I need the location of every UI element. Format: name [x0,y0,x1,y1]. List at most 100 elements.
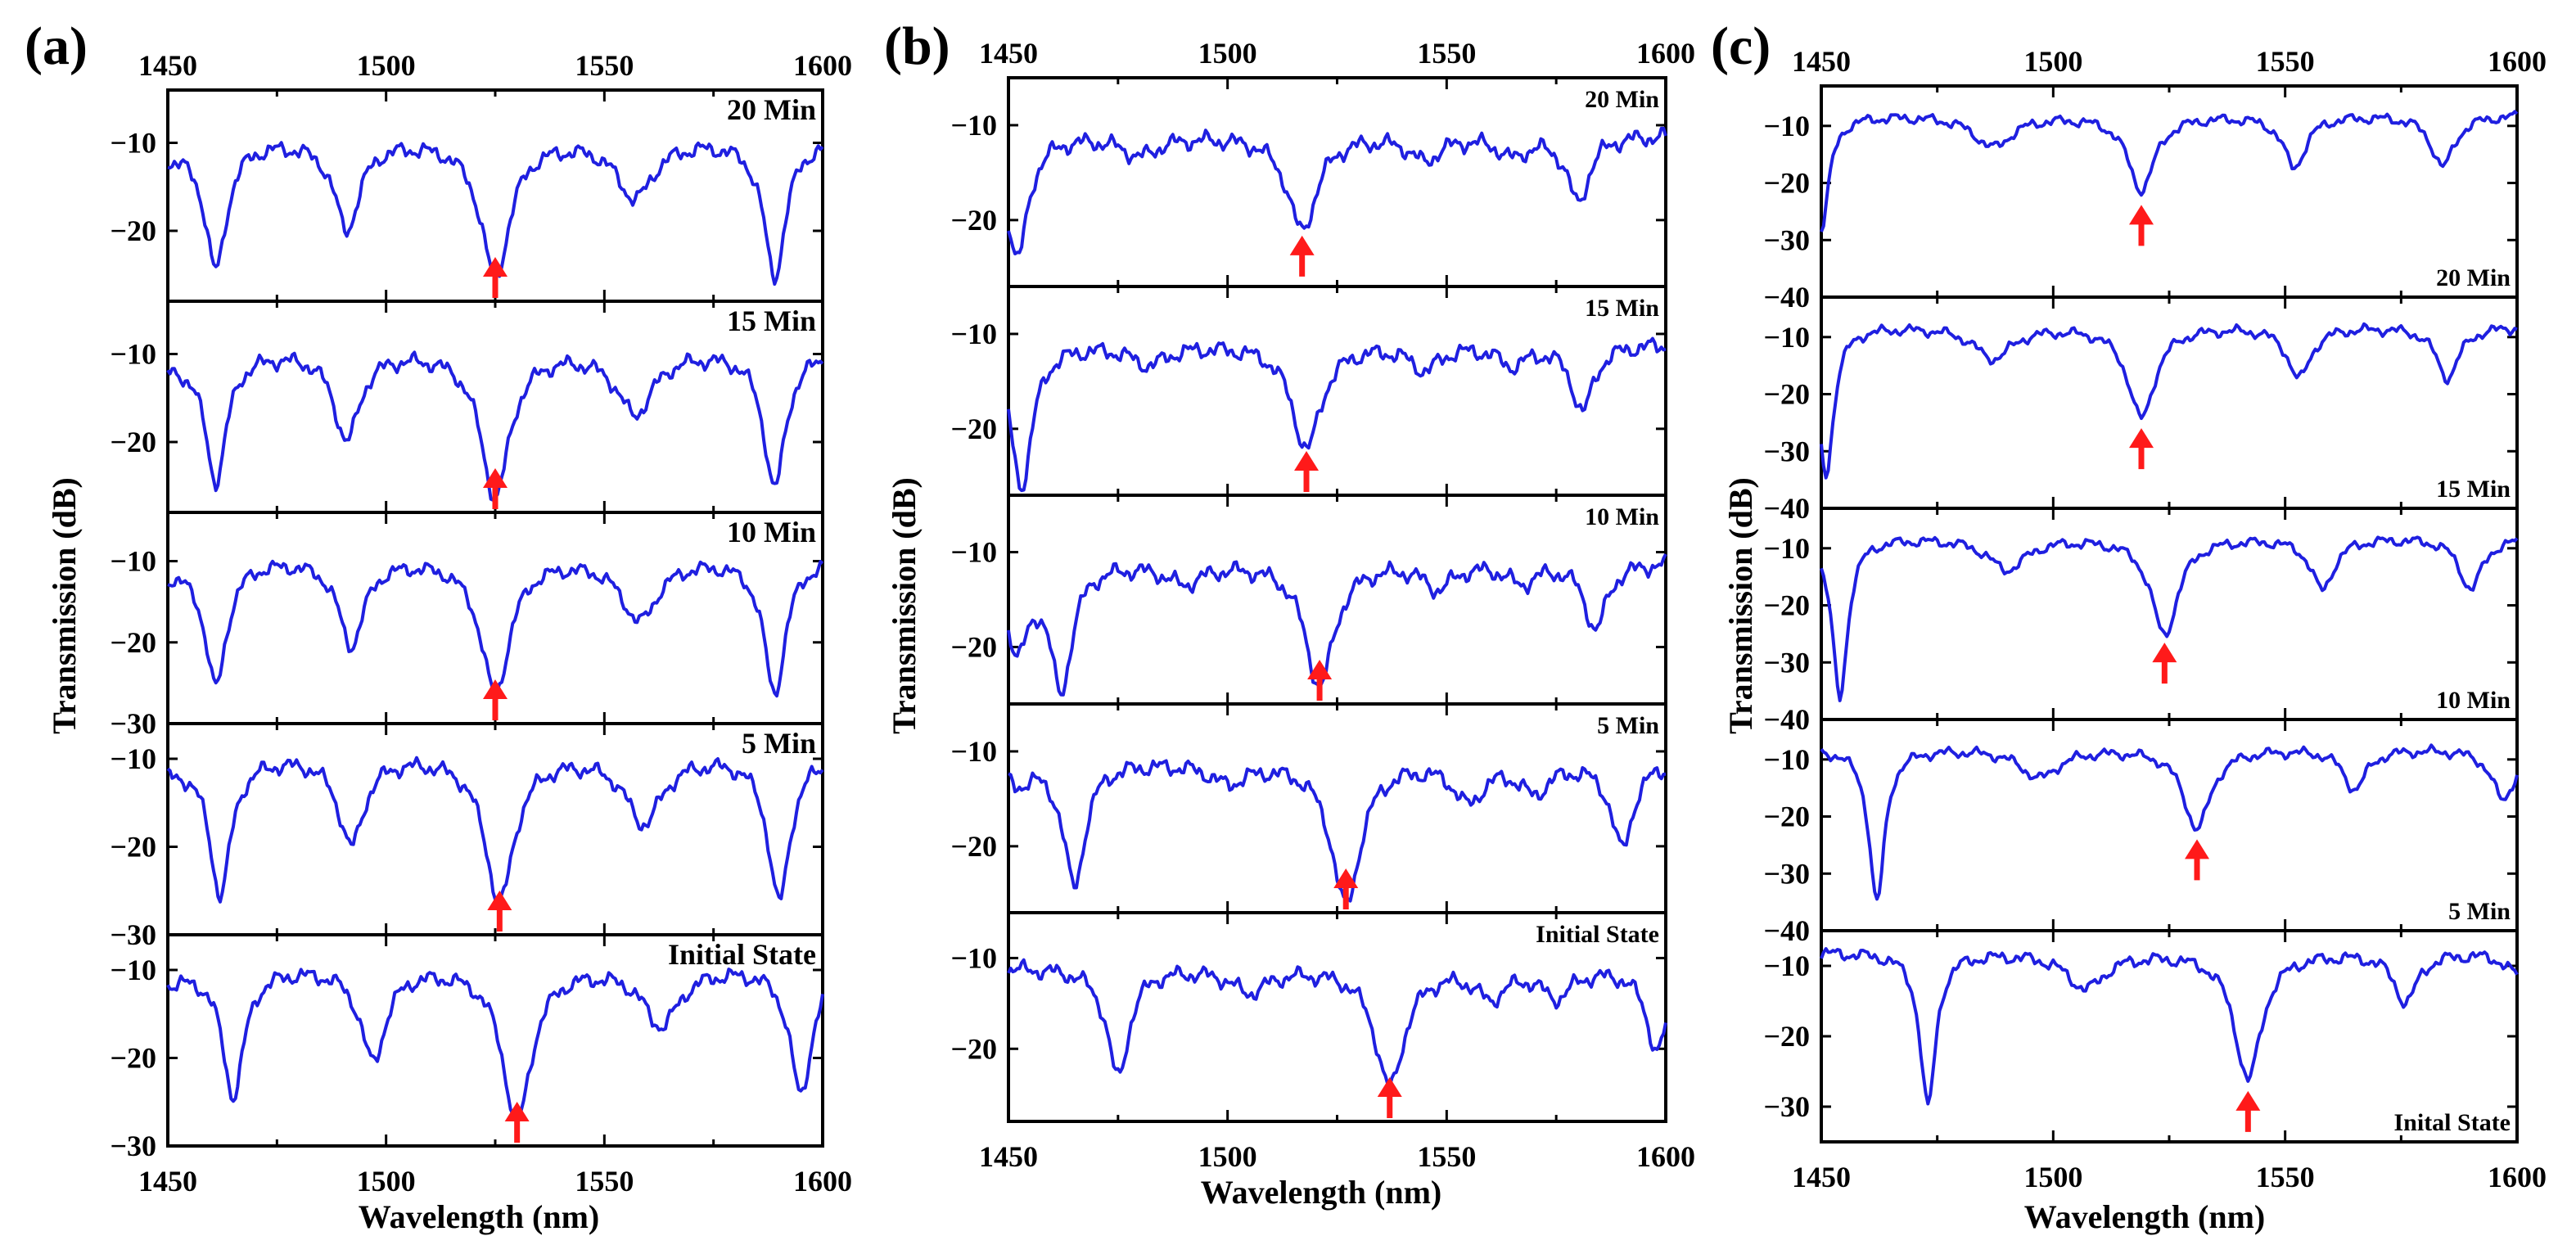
spectrum-line [1820,743,2519,901]
subplot-time-label: 20 Min [727,93,816,126]
subplot-15-min: −10 −20 −30 −40 15 Min [1763,295,2519,525]
subplot-20-min: −10 −20 −30 −40 20 Min [1763,84,2519,314]
x-tick-label-bottom: 1600 [2488,1161,2547,1193]
panel-b: 1450 1500 1550 1600 1450 1500 1550 1600 −10 −20 20… [950,37,1695,1173]
subplot-time-label: 15 Min [2436,476,2511,503]
subplot-15-min: −10 −20 15 Min [110,300,824,514]
y-tick-label: −20 [1763,167,1810,200]
y-tick-label: −10 [110,127,156,160]
xlabel-c: Wavelength (nm) [2024,1198,2265,1235]
x-tick-label-bottom: 1550 [1417,1140,1476,1173]
subplot-5-min: −10 −20 5 Min [950,702,1667,914]
y-tick-label: −10 [110,545,156,578]
subplot-20-min: −10 −20 20 Min [110,88,824,303]
arrow-head [2152,643,2177,663]
arrow-head [2129,205,2154,225]
x-tick-label-top: 1450 [1792,45,1851,78]
x-tick-label-top: 1550 [2256,45,2315,78]
y-tick-label: −20 [950,1032,997,1065]
spectrum-line [1007,958,1667,1089]
y-tick-label: −30 [110,918,156,951]
x-tick-label-bottom: 1550 [575,1165,634,1198]
x-tick-label-top: 1600 [1636,37,1695,70]
subplot-time-label: Inital State [2394,1109,2511,1136]
y-tick-label: −40 [1763,703,1810,736]
spectrum-line [1820,535,2519,702]
arrow-head [1377,1077,1402,1097]
y-tick-label: −10 [1763,110,1810,142]
subplot-time-label: Initial State [1536,921,1659,948]
spectrum-line [1820,322,2518,480]
y-tick-label: −10 [950,536,997,569]
subplot-frame [1007,285,1667,497]
x-tick-label-top: 1500 [2023,45,2082,78]
arrow-head [504,1102,530,1121]
dip-arrow-marker [2185,839,2209,881]
y-tick-label: −10 [950,109,997,142]
spectrum-line [1007,126,1667,255]
arrow-head [2185,839,2209,859]
x-tick-label-bottom: 1500 [1198,1140,1257,1173]
y-tick-label: −20 [110,831,156,864]
subplot-time-label: 15 Min [727,304,816,337]
dip-arrow-marker [1289,235,1315,277]
y-tick-label: −10 [950,318,997,350]
y-tick-label: −30 [110,1130,156,1162]
arrow-head [1333,868,1359,888]
x-tick-label-top: 1550 [1417,37,1476,70]
subplot-time-label: Initial State [668,938,816,971]
x-tick-label-top: 1500 [1198,37,1257,70]
x-tick-label-top: 1550 [575,49,634,82]
dip-arrow-marker [487,891,512,931]
y-tick-label: −20 [110,1042,156,1075]
subplot-time-label: 20 Min [1585,86,1659,113]
y-tick-label: −10 [1763,321,1810,354]
y-tick-label: −20 [1763,589,1810,622]
spectrum-line [166,968,824,1121]
arrow-head [483,257,508,277]
dip-arrow-marker [2129,205,2154,246]
subplot-frame [1007,494,1667,706]
ylabel-b: Transmission (dB) [886,477,923,734]
panel-a: 1450 1500 1550 1600 1450 1500 1550 1600 −10 −20 20… [110,49,852,1198]
x-tick-label-bottom: 1450 [1792,1161,1851,1193]
xlabel-b: Wavelength (nm) [1201,1174,1441,1211]
x-tick-label-bottom: 1550 [2256,1161,2315,1193]
subplot-frame [1007,76,1667,288]
arrow-head [1289,235,1315,255]
subplot-time-label: 5 Min [742,727,816,760]
dip-arrow-marker [2235,1090,2261,1132]
y-tick-label: −10 [110,338,156,371]
spectrum-line [166,756,824,904]
dip-arrow-marker [1377,1077,1402,1118]
spectrum-line [1820,110,2519,232]
x-tick-label-bottom: 1600 [1636,1140,1695,1173]
dip-arrow-marker [2152,643,2177,684]
arrow-head [2235,1090,2261,1111]
xlabel-a: Wavelength (nm) [359,1198,599,1235]
subplot-time-label: 10 Min [1585,503,1659,530]
x-tick-label-bottom: 1450 [138,1165,197,1198]
subplot-5-min: −10 −20 −30 −40 5 Min [1763,718,2519,947]
panel-label-c: (c) [1711,16,1771,76]
y-tick-label: −30 [1763,1090,1810,1123]
y-tick-label: −10 [1763,532,1810,565]
y-tick-label: −10 [1763,743,1810,776]
subplot-time-label: 5 Min [1597,712,1659,739]
arrow-head [1294,451,1320,471]
y-tick-label: −20 [1763,1020,1810,1053]
y-tick-label: −30 [1763,435,1810,467]
y-tick-label: −20 [1763,378,1810,411]
dip-arrow-marker [483,679,508,720]
y-tick-label: −20 [950,413,997,445]
subplot-10-min: −10 −20 −30 10 Min [110,511,824,740]
subplot-5-min: −10 −20 −30 5 Min [110,722,824,951]
plots-layer: 1450 1500 1550 1600 1450 1500 1550 1600 −10 −20 20… [110,37,2547,1198]
arrow-head [483,468,508,488]
arrow-head [1307,660,1333,679]
panel-label-a: (a) [25,16,88,76]
y-tick-label: −20 [110,214,156,247]
subplot-20-min: −10 −20 20 Min [950,76,1667,288]
subplot-frame [1820,295,2519,510]
